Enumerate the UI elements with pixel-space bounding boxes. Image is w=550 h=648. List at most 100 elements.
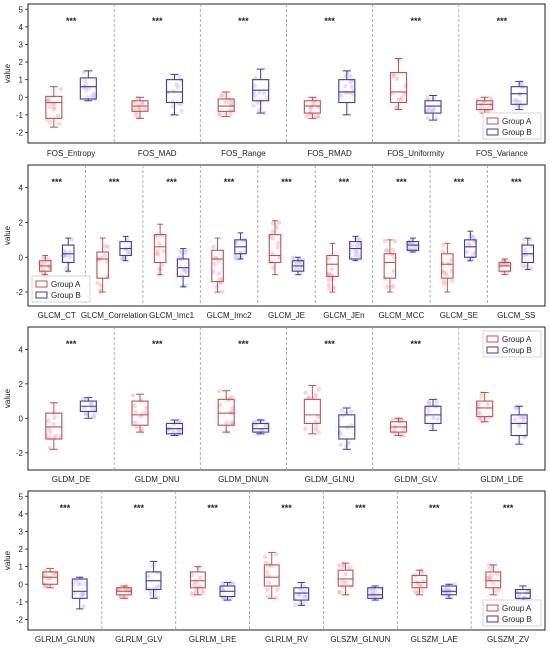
y-tick-label: -1 (16, 111, 24, 120)
box-group-a (115, 583, 133, 601)
data-point (239, 256, 244, 261)
data-point (85, 94, 90, 100)
box-group-b (233, 232, 248, 261)
data-point (399, 95, 405, 100)
data-point (520, 419, 526, 425)
box-group-b (441, 582, 457, 599)
data-point (43, 574, 49, 579)
category-label: GLCM_SE (440, 311, 478, 320)
data-point (340, 579, 346, 584)
box-iqr (337, 569, 354, 587)
box-iqr (263, 564, 280, 587)
data-point (270, 251, 275, 256)
data-point (48, 429, 53, 435)
data-point (233, 253, 238, 258)
data-point (177, 429, 182, 434)
data-point (273, 596, 279, 601)
data-point (136, 106, 142, 112)
data-point (216, 258, 221, 264)
panel-3: -2 0 2 4 value *** GLDM_DE *** GLDM_DNU *** GLDM_D… (3, 326, 546, 484)
data-point (39, 270, 44, 276)
category-label: GLDM_DE (52, 475, 91, 484)
feature-GLCM_JE: *** GLCM_JE (257, 165, 306, 320)
data-point (53, 433, 58, 439)
data-point (431, 106, 436, 112)
category-label: GLCM_Correlation (81, 311, 148, 320)
y-tick-label: 4 (19, 184, 24, 193)
data-point (52, 415, 57, 421)
feature-GLCM_Imc1: *** GLCM_Imc1 (142, 165, 195, 320)
data-point (512, 98, 517, 103)
data-point (131, 106, 137, 112)
data-point (224, 420, 229, 425)
data-point (522, 236, 527, 242)
data-point (349, 243, 354, 248)
data-point (140, 411, 145, 417)
data-point (477, 416, 482, 421)
data-point (191, 592, 197, 597)
data-point (53, 571, 59, 577)
data-point (441, 269, 446, 274)
data-point (479, 391, 484, 396)
category-label: GLCM_Imc2 (207, 311, 252, 320)
data-point (517, 415, 523, 420)
data-point (126, 250, 132, 256)
data-point (43, 583, 49, 588)
data-point (298, 600, 303, 605)
box-group-b (251, 417, 270, 436)
data-point (514, 406, 519, 411)
data-point (155, 570, 160, 575)
y-tick-label: 0 (19, 414, 24, 423)
category-label: GLDM_GLNU (305, 475, 355, 484)
data-point (301, 594, 307, 600)
data-point (220, 289, 225, 295)
data-point (220, 586, 225, 591)
data-point (313, 392, 318, 397)
box-iqr (476, 100, 494, 111)
feature-GLDM_LDE: GLDM_LDE (458, 327, 528, 484)
data-point (343, 571, 348, 577)
data-point (392, 430, 398, 436)
data-point (78, 581, 83, 586)
category-label: GLSZM_ZV (487, 635, 530, 644)
feature-GLSZM_GLNUN: *** GLSZM_GLNUN (323, 491, 391, 644)
data-point (252, 93, 258, 98)
box-group-b (71, 576, 88, 610)
data-point (255, 100, 260, 106)
data-point (90, 93, 95, 99)
data-point (155, 252, 161, 257)
data-point (337, 589, 342, 595)
box-iqr (514, 588, 531, 599)
data-point (197, 575, 203, 580)
data-point (315, 113, 321, 119)
box-group-a (217, 91, 235, 119)
data-point (122, 256, 127, 261)
data-point (312, 395, 318, 400)
significance-label: *** (396, 177, 407, 187)
data-point (161, 249, 167, 254)
feature-GLRLM_RV: *** GLRLM_RV (249, 491, 310, 644)
data-point (51, 421, 56, 427)
significance-label: *** (410, 339, 421, 349)
data-point (390, 247, 396, 253)
category-label: GLDM_LDE (480, 475, 523, 484)
category-label: GLDM_DNUN (218, 475, 269, 484)
data-point (235, 256, 240, 261)
data-point (485, 576, 491, 581)
data-point (315, 114, 321, 119)
box-iqr (349, 241, 362, 260)
data-point (518, 99, 523, 104)
data-point (476, 402, 481, 407)
category-label: GLCM_MCC (378, 311, 424, 320)
data-point (354, 249, 360, 255)
box-iqr (464, 239, 477, 258)
data-point (262, 554, 268, 559)
category-label: GLCM_JEn (323, 311, 364, 320)
box-group-b (337, 407, 356, 450)
significance-label: *** (454, 177, 465, 187)
data-point (464, 249, 469, 255)
data-point (514, 97, 519, 103)
feature-GLDM_GLNU: *** GLDM_GLNU (286, 327, 356, 484)
data-point (308, 106, 313, 112)
data-point (478, 105, 484, 110)
